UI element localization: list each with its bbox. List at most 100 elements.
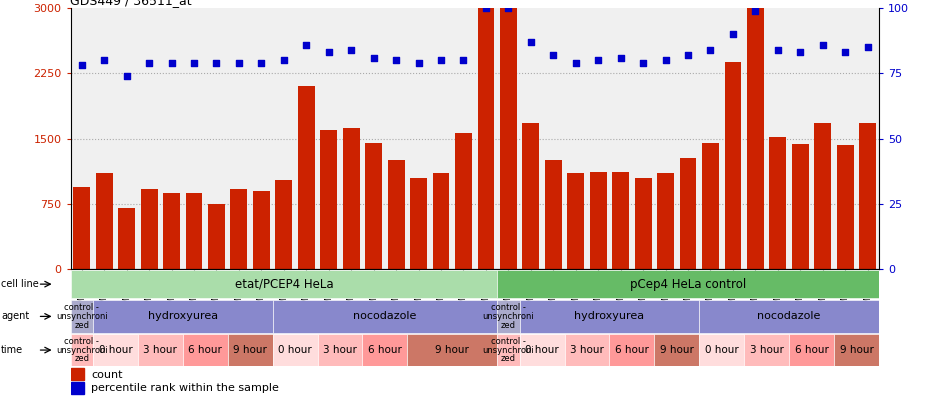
Bar xyxy=(497,270,879,299)
Text: cell line: cell line xyxy=(1,279,39,289)
Point xyxy=(815,41,830,48)
Bar xyxy=(182,335,227,366)
Bar xyxy=(407,335,497,366)
Text: agent: agent xyxy=(1,311,29,322)
Point xyxy=(299,41,314,48)
Point xyxy=(411,60,426,66)
Text: control -
unsynchroni
zed: control - unsynchroni zed xyxy=(55,303,107,329)
Text: 6 hour: 6 hour xyxy=(794,345,828,355)
Point xyxy=(501,5,516,11)
Point xyxy=(568,60,583,66)
Bar xyxy=(185,192,202,269)
Bar xyxy=(227,335,273,366)
Point xyxy=(344,47,359,53)
Text: 6 hour: 6 hour xyxy=(368,345,401,355)
Text: 6 hour: 6 hour xyxy=(188,345,222,355)
Text: 0 hour: 0 hour xyxy=(278,345,312,355)
Bar xyxy=(230,189,247,269)
Bar xyxy=(744,335,789,366)
Text: 9 hour: 9 hour xyxy=(435,345,469,355)
Point xyxy=(388,57,403,63)
Point xyxy=(658,57,673,63)
Text: pCep4 HeLa control: pCep4 HeLa control xyxy=(630,278,746,291)
Point xyxy=(860,44,875,50)
Bar xyxy=(497,335,520,366)
Point xyxy=(142,60,157,66)
Point xyxy=(681,52,696,58)
Bar xyxy=(654,335,699,366)
Bar xyxy=(814,123,831,269)
Bar xyxy=(859,123,876,269)
Bar xyxy=(791,144,808,269)
Bar xyxy=(432,173,449,269)
Bar xyxy=(366,143,382,269)
Bar xyxy=(545,160,562,269)
Point xyxy=(97,57,112,63)
Bar xyxy=(500,8,517,269)
Text: 9 hour: 9 hour xyxy=(839,345,873,355)
Bar xyxy=(770,137,786,269)
Bar xyxy=(568,173,584,269)
Point xyxy=(792,49,807,55)
Bar xyxy=(70,368,84,380)
Text: etat/PCEP4 HeLa: etat/PCEP4 HeLa xyxy=(234,278,333,291)
Bar xyxy=(73,187,90,269)
Bar xyxy=(565,335,609,366)
Bar xyxy=(680,158,697,269)
Point xyxy=(771,47,786,53)
Point xyxy=(186,60,201,66)
Bar xyxy=(725,62,742,269)
Point xyxy=(456,57,471,63)
Text: 3 hour: 3 hour xyxy=(750,345,784,355)
Text: hydroxyurea: hydroxyurea xyxy=(574,311,645,322)
Point xyxy=(590,57,605,63)
Text: percentile rank within the sample: percentile rank within the sample xyxy=(91,383,279,393)
Bar xyxy=(523,123,540,269)
Bar xyxy=(118,208,135,269)
Point xyxy=(546,52,561,58)
Point xyxy=(74,62,89,69)
Bar xyxy=(70,300,93,333)
Bar xyxy=(70,335,93,366)
Bar xyxy=(657,173,674,269)
Bar xyxy=(702,143,719,269)
Bar xyxy=(273,335,318,366)
Text: control -
unsynchroni
zed: control - unsynchroni zed xyxy=(482,337,534,363)
Point xyxy=(524,39,539,45)
Bar xyxy=(93,335,138,366)
Text: 9 hour: 9 hour xyxy=(660,345,694,355)
Point xyxy=(254,60,269,66)
Text: control -
unsynchroni
zed: control - unsynchroni zed xyxy=(482,303,534,329)
Bar xyxy=(321,130,337,269)
Text: 0 hour: 0 hour xyxy=(99,345,133,355)
Point xyxy=(748,8,763,14)
Text: 3 hour: 3 hour xyxy=(144,345,178,355)
Bar xyxy=(609,335,654,366)
Text: 3 hour: 3 hour xyxy=(570,345,603,355)
Text: time: time xyxy=(1,345,24,355)
Point xyxy=(613,54,628,61)
Text: 3 hour: 3 hour xyxy=(323,345,357,355)
Bar xyxy=(837,145,854,269)
Bar xyxy=(96,173,113,269)
Bar xyxy=(273,300,497,333)
Text: nocodazole: nocodazole xyxy=(758,311,821,322)
Point xyxy=(164,60,180,66)
Bar xyxy=(520,300,699,333)
Bar xyxy=(253,191,270,269)
Bar xyxy=(298,86,315,269)
Text: GDS449 / 36511_at: GDS449 / 36511_at xyxy=(70,0,192,7)
Point xyxy=(209,60,224,66)
Text: hydroxyurea: hydroxyurea xyxy=(148,311,218,322)
Bar xyxy=(70,383,84,394)
Bar xyxy=(318,335,363,366)
Text: 0 hour: 0 hour xyxy=(525,345,559,355)
Bar xyxy=(478,8,494,269)
Bar xyxy=(410,178,427,269)
Bar xyxy=(497,300,520,333)
Bar xyxy=(93,300,273,333)
Bar xyxy=(520,335,565,366)
Text: 0 hour: 0 hour xyxy=(705,345,739,355)
Point xyxy=(276,57,291,63)
Bar xyxy=(275,179,292,269)
